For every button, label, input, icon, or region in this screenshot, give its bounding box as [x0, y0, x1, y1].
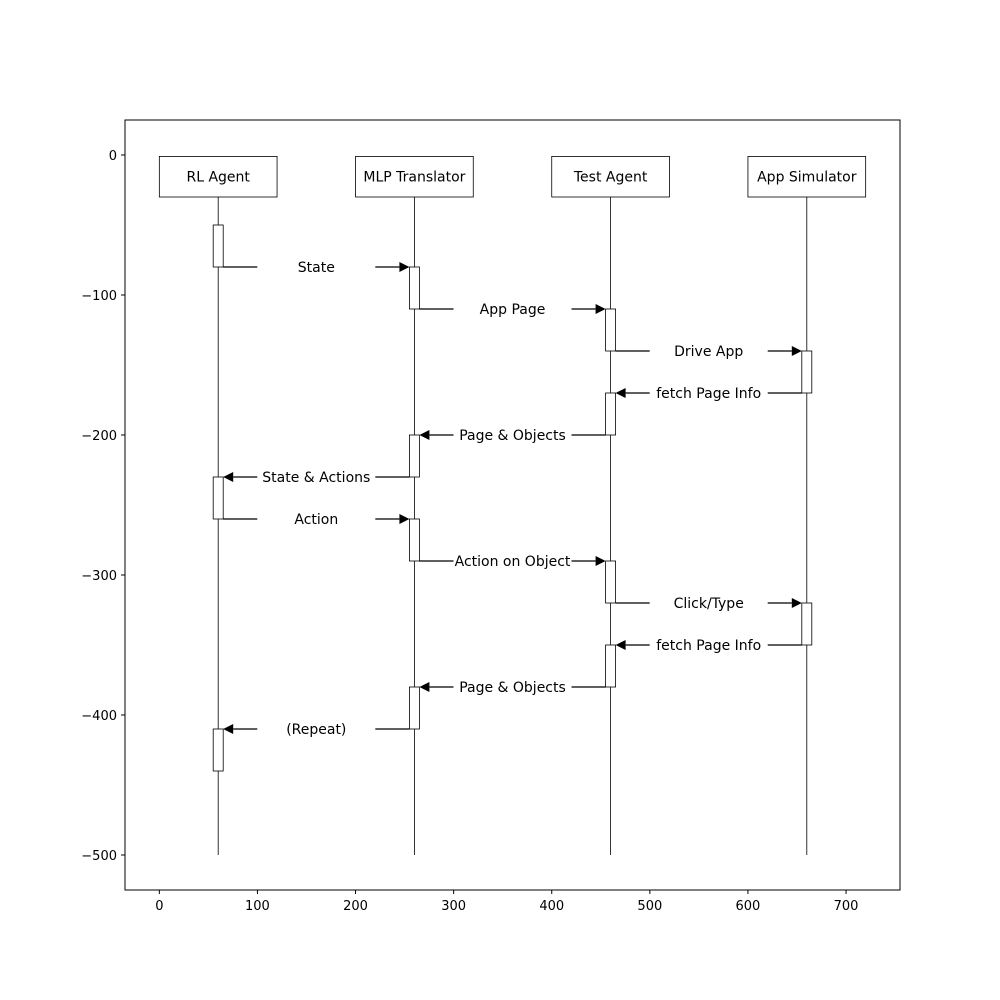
activation-bar [408, 266, 420, 310]
actor-box [747, 155, 867, 198]
message: Page & Objects [419, 428, 606, 444]
actor-box [355, 155, 474, 198]
activation-bars [212, 224, 813, 772]
message: Action on Object [419, 554, 606, 570]
message-label: State & Actions [262, 470, 370, 486]
x-tick-label: 100 [245, 899, 270, 914]
activation-bar [408, 686, 420, 730]
message: fetch Page Info [615, 638, 802, 654]
message: State & Actions [223, 470, 410, 486]
y-tick-label: −200 [81, 429, 117, 444]
arrowhead-icon [791, 346, 802, 356]
message-label: Click/Type [674, 596, 744, 612]
actor-box [551, 155, 670, 198]
arrowhead-icon [419, 430, 430, 440]
message: fetch Page Info [615, 386, 802, 402]
arrowhead-icon [791, 598, 802, 608]
y-tick-label: −100 [81, 289, 117, 304]
y-tick-label: −400 [81, 709, 117, 724]
activation-bar [605, 560, 617, 604]
activation-bar [605, 644, 617, 688]
y-tick-label: −300 [81, 569, 117, 584]
arrowhead-icon [399, 514, 410, 524]
arrowhead-icon [595, 304, 606, 314]
arrowhead-icon [419, 682, 430, 692]
message: (Repeat) [223, 722, 410, 738]
activation-bar [212, 224, 224, 268]
activation-bar [212, 476, 224, 520]
message-label: State [298, 260, 335, 276]
y-tick-label: −500 [81, 849, 117, 864]
message: App Page [419, 302, 606, 318]
activation-bar [605, 392, 617, 436]
x-tick-label: 0 [155, 899, 163, 914]
actor-label: Test Agent [573, 170, 648, 186]
message: Page & Objects [419, 680, 606, 696]
x-tick-label: 400 [539, 899, 564, 914]
arrowhead-icon [615, 388, 626, 398]
y-axis-ticks: 0 −100 −200 −300 −400 −500 [81, 149, 125, 864]
message-label: fetch Page Info [656, 386, 761, 402]
actors: RL Agent MLP Translator Test Agent App Simu… [158, 155, 867, 198]
message-label: Drive App [674, 344, 743, 360]
activation-bar [212, 728, 224, 772]
actor-label: MLP Translator [363, 170, 465, 186]
y-tick-label: 0 [109, 149, 117, 164]
message-label: fetch Page Info [656, 638, 761, 654]
actor-label: RL Agent [186, 170, 250, 186]
activation-bar [408, 434, 420, 478]
messages: State App Page Drive App fetch Page Info Pag… [223, 260, 802, 738]
activation-bar [801, 602, 813, 646]
plot-frame [124, 119, 901, 891]
message-label: (Repeat) [286, 722, 346, 738]
activation-bar [408, 518, 420, 562]
arrowhead-icon [223, 724, 234, 734]
activation-bar [801, 350, 813, 394]
message-label: Page & Objects [459, 428, 566, 444]
arrowhead-icon [615, 640, 626, 650]
message-label: App Page [480, 302, 546, 318]
activation-bar [605, 308, 617, 352]
message: Action [223, 512, 410, 528]
actor-label: App Simulator [757, 170, 857, 186]
arrowhead-icon [399, 262, 410, 272]
x-tick-label: 700 [834, 899, 859, 914]
x-tick-label: 500 [637, 899, 662, 914]
message-label: Action [294, 512, 338, 528]
message: Drive App [615, 344, 802, 360]
message: Click/Type [615, 596, 802, 612]
message: State [223, 260, 410, 276]
x-tick-label: 600 [736, 899, 761, 914]
message-label: Page & Objects [459, 680, 566, 696]
message-label: Action on Object [455, 554, 571, 570]
x-tick-label: 300 [441, 899, 466, 914]
arrowhead-icon [223, 472, 234, 482]
x-tick-label: 200 [343, 899, 368, 914]
x-axis-ticks: 0 100 200 300 400 500 600 700 [155, 890, 858, 914]
actor-box [158, 155, 278, 198]
arrowhead-icon [595, 556, 606, 566]
